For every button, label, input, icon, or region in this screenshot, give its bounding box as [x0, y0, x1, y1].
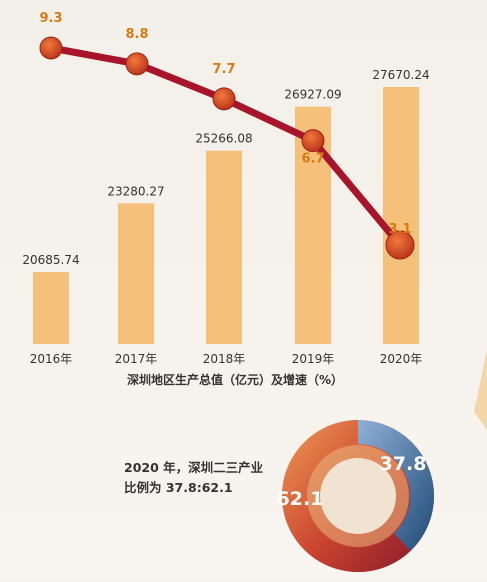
bar-value-label-0: 20685.74: [22, 253, 79, 267]
x-tick-label-2: 2018年: [203, 352, 246, 366]
growth-label-2: 7.7: [212, 62, 235, 77]
x-tick-label-0: 2016年: [30, 352, 73, 366]
donut-slice-0: [358, 420, 434, 551]
growth-label-1: 8.8: [125, 27, 148, 42]
growth-point-2: [212, 87, 236, 111]
bar-value-label-4: 27670.24: [372, 68, 429, 82]
donut-hole: [320, 458, 396, 534]
donut-slice-label-0: 37.8: [380, 453, 427, 475]
bar-value-label-3: 26927.09: [284, 88, 341, 102]
bar-value-label-1: 23280.27: [107, 184, 164, 198]
bar-1: [118, 203, 154, 344]
x-tick-label-4: 2020年: [380, 352, 423, 366]
x-tick-label-1: 2017年: [115, 352, 158, 366]
growth-label-4: 3.1: [388, 222, 411, 237]
growth-label-3: 6.7: [301, 152, 324, 167]
bar-value-label-2: 25266.08: [195, 132, 252, 146]
growth-point-0: [39, 36, 63, 60]
growth-point-1: [125, 52, 149, 76]
bar-2: [206, 150, 242, 344]
donut-slice-label-1: 62.1: [277, 488, 324, 510]
donut-inner-ring: [307, 445, 409, 547]
bar-0: [33, 272, 69, 344]
donut-caption-line2: 比例为 37.8:62.1: [124, 480, 233, 495]
x-axis-title: 深圳地区生产总值（亿元）及增速（%）: [127, 372, 343, 387]
decorative-wedge: [474, 350, 487, 430]
x-tick-label-3: 2019年: [292, 352, 335, 366]
growth-point-4: [385, 230, 415, 260]
growth-label-0: 9.3: [39, 11, 62, 26]
donut-slice-1: [281, 420, 411, 572]
donut-caption-line1: 2020 年，深圳二三产业: [124, 460, 264, 475]
industry-ratio-donut: 37.8 62.1: [277, 420, 434, 572]
growth-point-3: [301, 129, 325, 153]
bar-4: [383, 87, 419, 344]
